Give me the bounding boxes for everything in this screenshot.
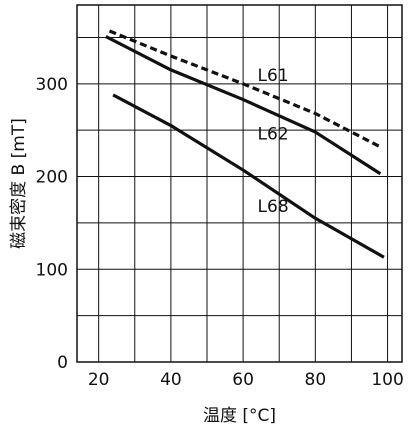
y-tick-label: 200 — [36, 168, 68, 188]
x-tick-label: 80 — [305, 370, 327, 390]
x-tick-label: 60 — [232, 370, 254, 390]
series-label-l68: L68 — [258, 197, 289, 217]
y-axis-title: 磁束密度 B [mT] — [9, 118, 29, 249]
series-labels: L61 L62 L68 — [258, 66, 289, 217]
series-line-l68 — [112, 93, 385, 259]
x-tick-label: 100 — [371, 370, 403, 390]
plot-frame — [76, 4, 403, 363]
tick-labels: 20 40 60 80 100 0 100 200 300 — [36, 75, 404, 390]
y-tick-label: 300 — [36, 75, 68, 95]
x-tick-label: 20 — [88, 370, 110, 390]
y-tick-label: 0 — [57, 353, 68, 373]
series-label-l62: L62 — [258, 124, 289, 144]
series-line-l61 — [108, 29, 382, 149]
x-axis-title: 温度 [°C] — [203, 406, 276, 426]
x-tick-label: 40 — [160, 370, 182, 390]
series-lines — [105, 29, 385, 259]
series-line-l62 — [105, 35, 382, 176]
series-label-l61: L61 — [258, 66, 289, 86]
y-tick-label: 100 — [36, 260, 68, 280]
grid-lines — [77, 5, 402, 362]
